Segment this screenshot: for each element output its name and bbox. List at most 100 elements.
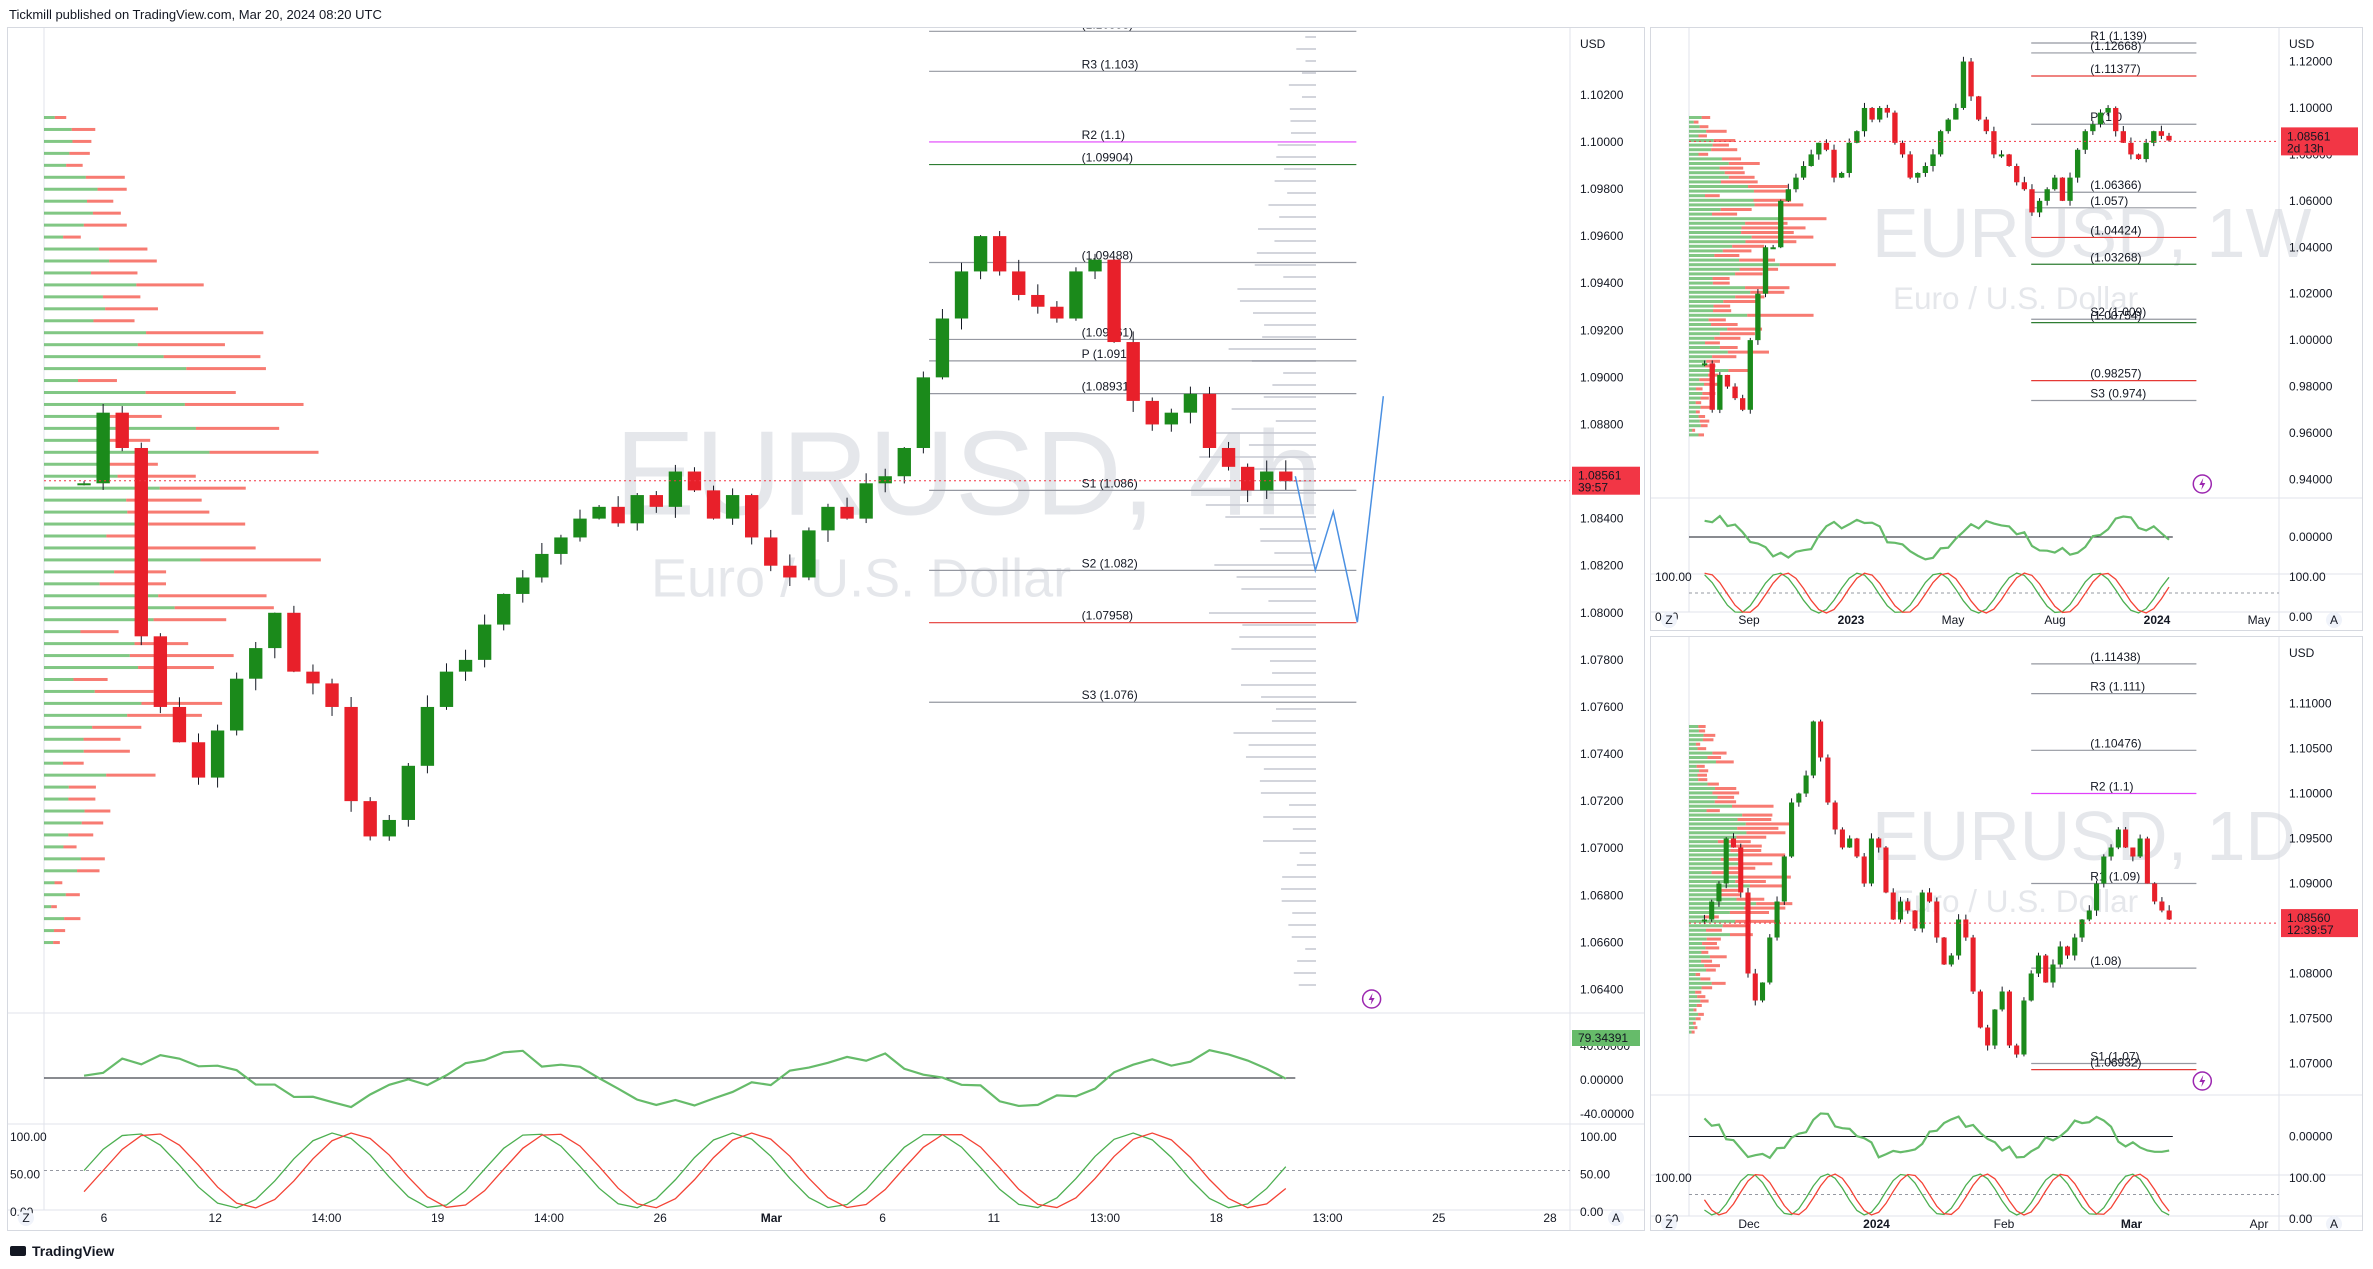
candle-body <box>1945 119 1951 132</box>
candle-body <box>1897 901 1904 920</box>
candle-body <box>1260 471 1274 491</box>
candle-body <box>1919 892 1925 929</box>
volume-profile-bull-bar <box>1689 180 1722 184</box>
volume-profile-bull-bar <box>44 749 84 753</box>
volume-profile-bull-bar <box>1689 208 1721 211</box>
chart-pane-1w[interactable]: EURUSD, 1W Euro / U.S. Dollar R1 (1.139) (1… <box>1650 27 2363 631</box>
volume-profile-bear-bar <box>195 426 280 430</box>
volume-profile-bull-bar <box>1689 840 1718 844</box>
candle-body <box>1953 107 1959 120</box>
pivot-level-label: R3 (1.111) <box>2090 680 2145 694</box>
candle-body <box>2043 955 2049 983</box>
volume-profile-bear-bar <box>1719 166 1744 170</box>
candle-body <box>1839 829 1845 848</box>
pivot-level-label: (1.06366) <box>2090 178 2141 192</box>
volume-profile-bull-bar <box>1689 277 1713 280</box>
session-volume-bar <box>1299 852 1316 854</box>
session-volume-bar <box>1254 264 1316 266</box>
volume-profile-bull-bar <box>1689 148 1712 152</box>
candle-body <box>96 412 110 484</box>
volume-profile-bull-bar <box>1689 382 1705 386</box>
volume-profile-bull-bar <box>1689 332 1720 336</box>
candle-body <box>287 612 301 672</box>
volume-profile-bear-bar <box>66 163 83 167</box>
volume-profile-bear-bar <box>153 618 227 622</box>
pivot-level-label: S2 (1.009) <box>2090 305 2146 319</box>
time-tick-label: 19 <box>431 1211 445 1225</box>
volume-profile-bull-bar <box>1689 1026 1695 1030</box>
pivot-level-label: (1.03268) <box>2090 250 2141 264</box>
volume-profile-bear-bar <box>92 725 142 729</box>
volume-profile-bear-bar <box>1706 129 1727 133</box>
volume-profile-bear-bar <box>86 199 114 203</box>
volume-profile-bear-bar <box>148 522 246 526</box>
volume-profile-bear-bar <box>1707 782 1719 786</box>
volume-profile-bull-bar <box>1689 937 1707 941</box>
candle-body <box>1770 247 1776 250</box>
candle-body <box>840 506 854 519</box>
volume-profile-bear-bar <box>1695 1017 1701 1021</box>
candle-body <box>706 490 721 519</box>
volume-profile-bull-bar <box>44 331 147 335</box>
candle-body <box>1808 154 1814 167</box>
candle-body <box>344 706 358 802</box>
volume-profile-bear-bar <box>1737 826 1779 830</box>
volume-profile-bear-bar <box>1711 148 1738 152</box>
rsi-tick-label: 0.00000 <box>2289 1130 2333 1144</box>
candle-body <box>1774 901 1780 938</box>
tradingview-logo[interactable]: TradingView <box>10 1243 114 1259</box>
session-volume-bar <box>1205 504 1316 506</box>
volume-profile-bull-bar <box>1689 203 1755 207</box>
candle-body <box>1963 919 1969 938</box>
price-tick-label: 1.06400 <box>1580 982 1624 996</box>
volume-profile-bull-bar <box>1689 902 1757 906</box>
candle-body <box>1883 847 1889 893</box>
stoch-tick-label: 0.00 <box>1580 1205 1604 1219</box>
volume-profile-bear-bar <box>1695 410 1700 414</box>
candle-body <box>554 537 568 554</box>
candle-body <box>1107 259 1121 343</box>
volume-profile-bear-bar <box>1731 844 1762 848</box>
stoch-d-line <box>83 1132 1287 1209</box>
volume-profile-bear-bar <box>1714 254 1740 257</box>
chart-pane-4h[interactable]: EURUSD, 4h Euro / U.S. Dollar R3 (1.103) R2… <box>7 27 1645 1231</box>
price-tick-label: 1.11000 <box>2289 697 2332 711</box>
volume-profile-bull-bar <box>1689 134 1699 138</box>
pivot-level-label: (1.12668) <box>2090 39 2141 53</box>
session-volume-bar <box>1269 492 1316 494</box>
volume-profile-bear-bar <box>1699 125 1709 129</box>
candle-body <box>1701 919 1707 922</box>
candle-body <box>2059 177 2066 201</box>
volume-profile-bear-bar <box>1748 185 1788 188</box>
volume-profile-bull-bar <box>1689 875 1739 879</box>
volume-profile-bear-bar <box>200 558 321 562</box>
volume-profile-bull-bar <box>1689 760 1716 764</box>
volume-profile-bull-bar <box>1689 990 1696 994</box>
volume-profile-bull-bar <box>44 498 127 502</box>
session-volume-bar <box>1263 396 1316 398</box>
candle-body <box>497 593 511 625</box>
volume-profile-bull-bar <box>44 402 185 406</box>
auto-scale-button-label: A <box>2330 1217 2338 1230</box>
volume-profile-bull-bar <box>1689 835 1737 839</box>
price-tick-label: 1.09400 <box>1580 276 1624 290</box>
bar-countdown: 12:39:57 <box>2287 923 2334 937</box>
volume-profile-bear-bar <box>129 654 234 658</box>
volume-profile-bull-bar <box>1689 139 1714 142</box>
volume-profile-bear-bar <box>1691 1030 1695 1034</box>
volume-profile-bear-bar <box>1721 893 1741 897</box>
candle-body <box>1709 363 1715 410</box>
volume-profile-bear-bar <box>1695 973 1701 976</box>
volume-profile-bull-bar <box>44 414 105 418</box>
candle-body <box>725 495 740 519</box>
pivot-level-label: (1.09488) <box>1082 248 1133 262</box>
volume-profile-bear-bar <box>146 331 264 335</box>
last-price-box <box>2281 909 2358 938</box>
volume-profile-bear-bar <box>1692 428 1696 432</box>
candle-body <box>1818 721 1824 758</box>
chart-pane-1d[interactable]: EURUSD, 1D Euro / U.S. Dollar (1.11438) R3 … <box>1650 636 2363 1231</box>
volume-profile-bull-bar <box>44 522 149 526</box>
